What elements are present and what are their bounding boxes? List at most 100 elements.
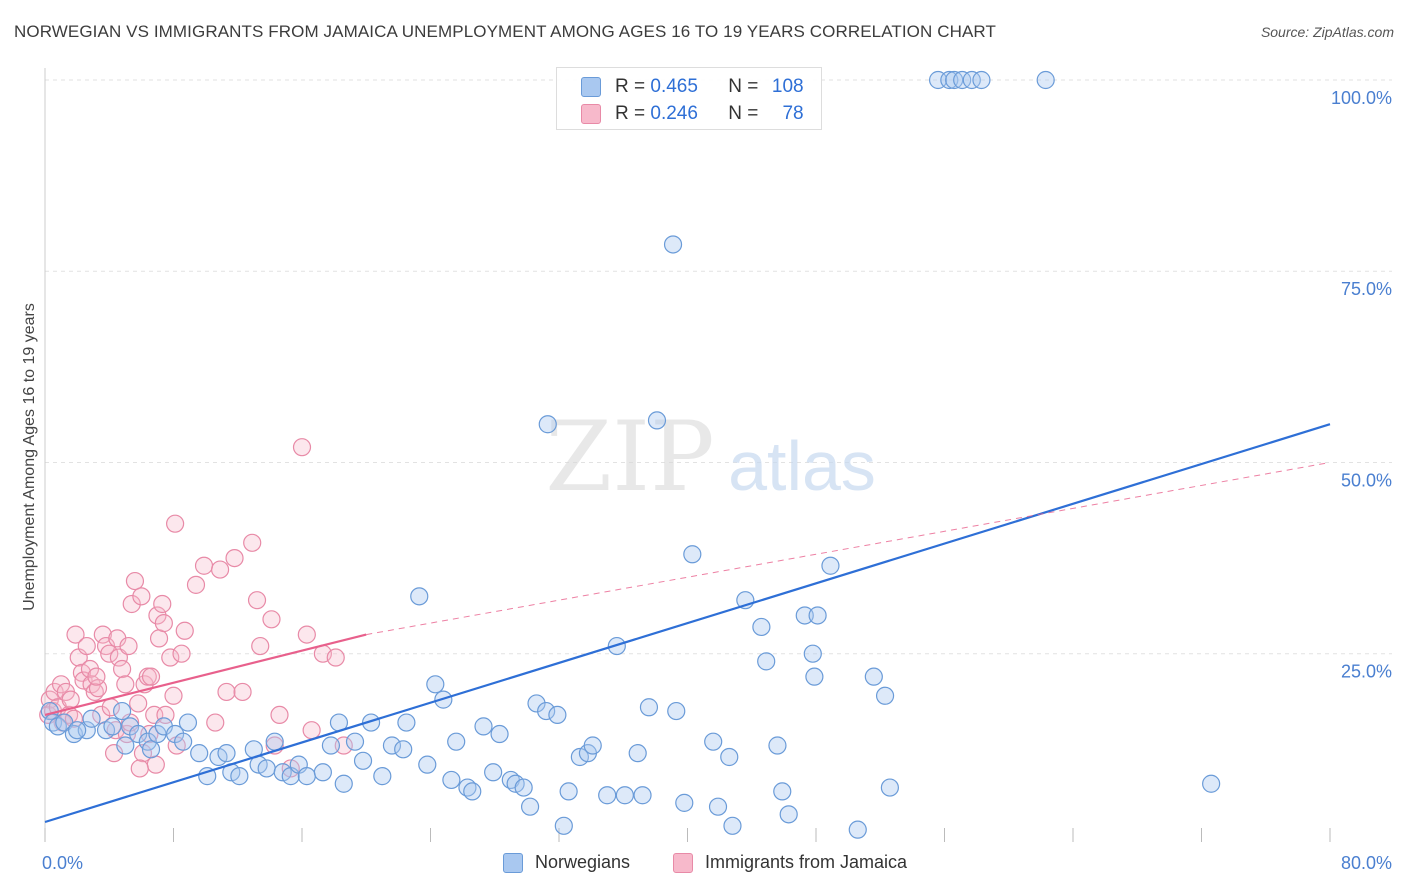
jamaica-point: [66, 625, 85, 644]
norwegians-point: [647, 411, 667, 430]
jamaica-point: [156, 705, 175, 725]
jamaica-point: [186, 575, 206, 594]
legend-row-jamaica: R = 0.246 N = 78: [581, 102, 804, 126]
jamaica-point: [270, 705, 289, 725]
norwegians-point: [803, 644, 822, 663]
norwegians-point: [1202, 774, 1221, 793]
jamaica-point: [247, 591, 267, 610]
n-value: 78: [782, 103, 804, 124]
jamaica-point: [217, 682, 236, 702]
norwegians-point: [953, 70, 972, 90]
norwegians-point: [720, 747, 739, 767]
jamaica-point: [125, 571, 145, 591]
norwegians-point: [520, 797, 540, 816]
norwegians-trend-line: [44, 423, 1331, 824]
series-norwegians-points: [40, 70, 1221, 839]
norwegians-point: [972, 70, 991, 90]
watermark-atlas: atlas: [728, 427, 876, 505]
norwegians-point: [848, 820, 867, 839]
norwegians-point: [633, 786, 652, 805]
norwegians-point: [345, 732, 365, 751]
norwegians-point: [875, 686, 895, 705]
jamaica-legend-swatch: [673, 852, 693, 873]
norwegians-point: [639, 698, 659, 717]
jamaica-point: [172, 644, 191, 663]
jamaica-point: [292, 438, 312, 457]
norwegians-point: [116, 736, 135, 755]
norwegians-point: [141, 740, 161, 759]
legend-item-jamaica[interactable]: Immigrants from Jamaica: [673, 852, 907, 873]
norwegians-point: [527, 694, 546, 713]
norwegians-point: [514, 778, 533, 797]
r-label: R =: [615, 103, 646, 124]
jamaica-point: [166, 514, 185, 533]
norwegians-point: [583, 736, 602, 755]
jamaica-point: [122, 594, 141, 614]
jamaica-point: [175, 621, 194, 640]
jamaica-point: [87, 667, 106, 686]
norwegians-point: [334, 774, 353, 793]
jamaica-point: [154, 614, 173, 633]
chart-source: Source: ZipAtlas.com: [1260, 24, 1394, 40]
jamaica-point: [334, 736, 353, 755]
norwegians-point: [77, 721, 96, 740]
norwegians-point: [808, 606, 827, 625]
jamaica-point: [302, 721, 321, 740]
norwegians-point: [683, 545, 702, 564]
jamaica-point: [153, 594, 172, 614]
norwegians-point: [353, 751, 373, 770]
legend-item-norwegians[interactable]: Norwegians: [503, 852, 630, 873]
norwegians-point: [880, 778, 899, 797]
jamaica-point: [61, 690, 80, 709]
jamaica-trend-line: [44, 633, 367, 716]
norwegians-point: [821, 556, 840, 575]
norwegians-point: [773, 782, 792, 801]
y-tick-label: 50.0%: [1341, 470, 1392, 490]
norwegians-point: [554, 816, 573, 835]
norwegians-point: [723, 816, 742, 835]
norwegians-point: [628, 744, 647, 763]
norwegians-point: [397, 713, 416, 732]
jamaica-point: [132, 587, 151, 606]
n-value: 108: [771, 76, 804, 97]
jamaica-point: [206, 713, 225, 732]
norwegians-point: [103, 717, 122, 736]
norwegians-point: [426, 675, 445, 694]
norwegians-point: [940, 70, 959, 90]
norwegians-point: [394, 740, 413, 759]
jamaica-point: [88, 679, 108, 698]
norwegians-point: [962, 70, 981, 90]
norwegians-legend-swatch: [503, 852, 523, 873]
legend-row-norwegians: R = 0.465 N = 108: [581, 75, 804, 99]
jamaica-point: [64, 709, 84, 728]
norwegians-point: [864, 667, 883, 686]
norwegians-point: [490, 724, 509, 744]
norwegians-point: [598, 786, 617, 805]
norwegians-point: [257, 759, 276, 778]
norwegians-point: [265, 732, 284, 751]
norwegians-point: [484, 763, 503, 782]
norwegians-point: [217, 744, 236, 763]
jamaica-point: [149, 629, 169, 648]
norwegians-point: [463, 782, 482, 801]
norwegians-point: [768, 736, 787, 755]
norwegians-point: [129, 724, 148, 744]
jamaica-point: [112, 659, 132, 679]
n-label: N =: [728, 76, 759, 97]
jamaica-point: [129, 694, 148, 713]
jamaica-point: [119, 636, 138, 656]
n-label: N =: [728, 103, 759, 124]
jamaica-trend-extension: [366, 461, 1331, 636]
jamaica-swatch: [581, 104, 601, 124]
norwegians-point: [757, 652, 776, 671]
norwegians-point: [68, 721, 87, 740]
jamaica-point: [210, 560, 230, 579]
series-jamaica-points: [39, 438, 353, 778]
norwegians-point: [615, 786, 634, 805]
norwegians-point: [663, 235, 683, 254]
norwegians-point: [538, 415, 557, 434]
norwegians-point: [805, 667, 824, 686]
norwegians-point: [382, 736, 402, 755]
x-tick-label-max: 80.0%: [1341, 853, 1392, 873]
